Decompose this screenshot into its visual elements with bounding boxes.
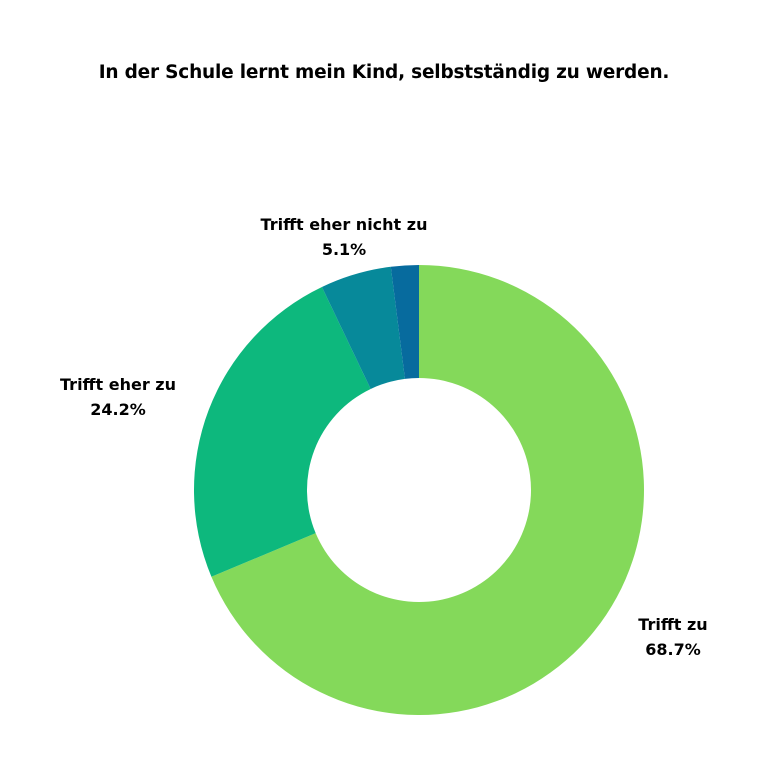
slice-value-text: 5.1% (321, 240, 367, 259)
slice-label-text: Trifft eher nicht zu (260, 215, 428, 234)
slice-label-text: Trifft eher zu (60, 375, 176, 394)
slice-label-trifft-zu: Trifft zu 68.7% (628, 612, 718, 662)
donut-slice-unlabeled-3 (390, 265, 419, 379)
slice-label-trifft-eher-nicht-zu: Trifft eher nicht zu 5.1% (244, 212, 444, 262)
donut-slice-trifft-eher-zu (193, 287, 371, 577)
slice-value-text: 68.7% (645, 640, 701, 659)
slice-label-trifft-eher-zu: Trifft eher zu 24.2% (48, 372, 188, 422)
slice-label-text: Trifft zu (638, 615, 708, 634)
slice-value-text: 24.2% (90, 400, 146, 419)
donut-slice-trifft-zu (211, 265, 645, 715)
donut-slice-trifft-eher-nicht-zu (321, 266, 405, 389)
chart-title: In der Schule lernt mein Kind, selbststä… (98, 62, 670, 83)
